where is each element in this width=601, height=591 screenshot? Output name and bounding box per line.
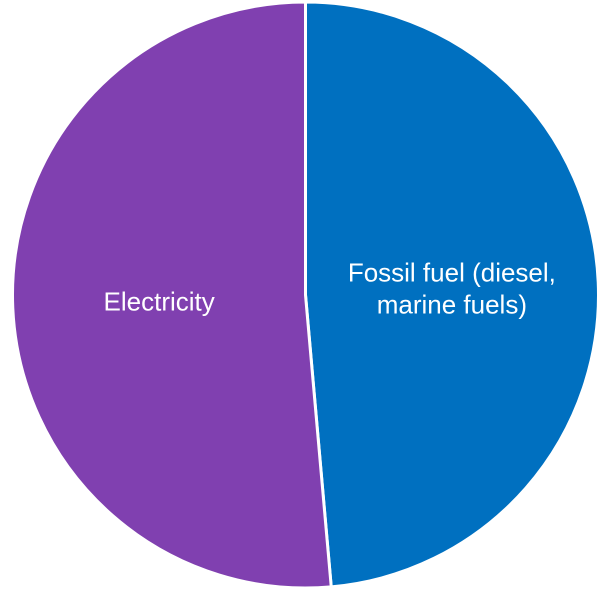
pie-slice-label-line: Fossil fuel (diesel, xyxy=(348,258,556,288)
pie-slice-label-0: Fossil fuel (diesel, marine fuels) xyxy=(348,258,556,320)
pie-slice-1 xyxy=(11,0,333,590)
pie-labels: Fossil fuel (diesel, marine fuels) Electri… xyxy=(104,258,556,320)
pie-slices xyxy=(11,0,600,590)
pie-slice-label-line: marine fuels) xyxy=(377,290,527,320)
pie-slice-0 xyxy=(304,0,600,589)
pie-slice-label-line: Electricity xyxy=(104,286,215,316)
pie-slice-label-1: Electricity xyxy=(104,286,215,316)
